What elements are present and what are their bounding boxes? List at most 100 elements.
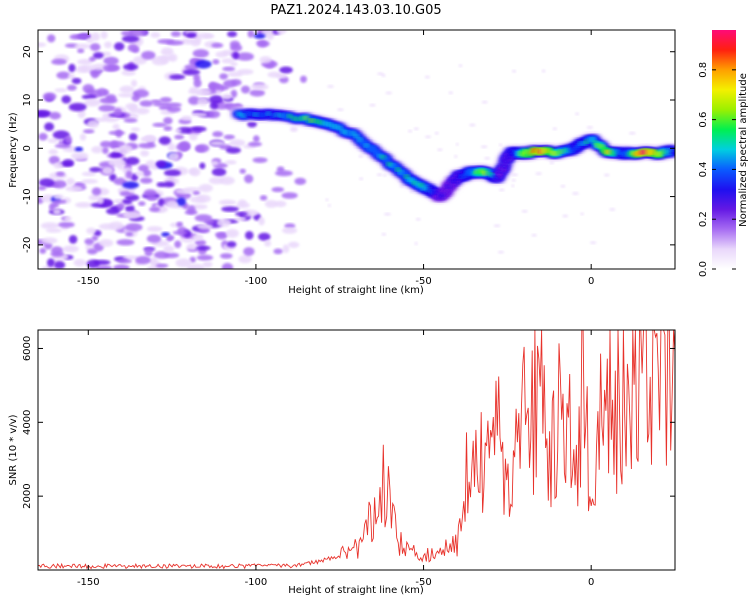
noise-blob [493, 224, 501, 228]
noise-blob [47, 138, 58, 144]
noise-blob [68, 63, 76, 73]
track-blob [494, 176, 501, 180]
noise-blob [127, 44, 139, 52]
noise-blob [122, 181, 140, 189]
noise-blob [196, 224, 213, 230]
noise-blob [174, 134, 185, 140]
noise-blob [97, 197, 104, 205]
noise-blob [211, 167, 227, 177]
noise-blob [166, 200, 179, 209]
track-blob [665, 151, 672, 155]
noise-blob [148, 206, 161, 212]
noise-blob [191, 204, 208, 210]
spectrogram-y-tick-label: 20 [22, 45, 33, 58]
noise-blob [176, 197, 187, 206]
noise-blob [250, 83, 269, 91]
noise-blob [424, 75, 430, 79]
noise-blob [541, 69, 546, 73]
noise-blob [157, 198, 165, 207]
noise-blob [239, 168, 246, 174]
colorbar-gradient [712, 30, 736, 269]
noise-blob [188, 96, 200, 105]
noise-blob [138, 164, 149, 172]
spectrogram-y-tick-label: -10 [22, 188, 33, 204]
spectrogram-frame [37, 29, 676, 270]
noise-blob [125, 103, 138, 110]
noise-blob [119, 144, 133, 154]
noise-blob [552, 127, 557, 131]
noise-blob [176, 142, 191, 152]
noise-blob [103, 56, 119, 66]
track-blob [236, 112, 242, 116]
track-blob [248, 112, 255, 116]
spectrogram-x-ticks: -150 -100 -50 0 [77, 30, 594, 287]
noise-blob [117, 258, 132, 264]
noise-blob [52, 208, 62, 215]
noise-blob [188, 89, 203, 95]
noise-blob [220, 253, 233, 259]
noise-blob [212, 131, 224, 138]
noise-blob [53, 194, 64, 200]
noise-blob [163, 245, 175, 253]
noise-blob [454, 155, 458, 159]
noise-blob [161, 232, 171, 237]
noise-blob [55, 171, 65, 177]
noise-blob [256, 39, 267, 47]
noise-blob [113, 147, 121, 153]
noise-blob [247, 141, 262, 147]
noise-blob [163, 252, 180, 259]
track-blob [598, 144, 605, 149]
noise-blob [103, 64, 119, 72]
noise-blob [64, 216, 72, 222]
noise-blob [414, 241, 418, 245]
noise-blob [216, 218, 232, 227]
noise-blob [194, 214, 213, 222]
noise-blob [284, 223, 296, 229]
noise-blob [91, 235, 99, 241]
noise-blob [549, 161, 555, 165]
noise-blob [628, 131, 636, 135]
noise-blob [113, 42, 125, 51]
noise-blob [498, 143, 503, 147]
noise-blob [86, 248, 98, 255]
noise-blob [198, 184, 213, 193]
noise-blob [434, 131, 439, 135]
noise-blob [125, 170, 133, 179]
noise-blob [174, 240, 182, 249]
noise-blob [152, 122, 167, 127]
snr-x-tick-label: -50 [415, 577, 431, 588]
snr-y-label: SNR (10 * v/v) [8, 414, 19, 485]
noise-blob [122, 211, 141, 219]
track-blob [244, 111, 251, 116]
noise-blob [163, 169, 181, 177]
noise-blob [123, 118, 138, 123]
noise-blob [139, 100, 153, 107]
noise-blob [259, 195, 268, 201]
noise-blob [221, 58, 235, 64]
noise-blob [45, 228, 62, 233]
noise-blob [221, 262, 234, 269]
noise-blob [437, 148, 443, 152]
noise-blob [74, 202, 92, 208]
noise-blob [273, 248, 283, 255]
noise-blob [135, 107, 150, 115]
noise-blob [125, 156, 140, 166]
noise-blob [572, 191, 579, 195]
noise-blob [337, 108, 344, 112]
noise-blob [193, 78, 202, 88]
track-blob [383, 157, 390, 162]
noise-blob [294, 177, 307, 185]
noise-blob [128, 30, 147, 37]
noise-blob [219, 176, 235, 185]
noise-blob [580, 212, 584, 216]
noise-blob [86, 227, 96, 235]
noise-blob [66, 177, 75, 186]
heatmap-signal-track [228, 107, 675, 203]
track-blob [501, 164, 507, 169]
noise-blob [94, 117, 106, 122]
noise-blob [511, 173, 519, 177]
spectrogram-y-ticks: -20 -10 0 10 20 [22, 45, 675, 253]
noise-blob [399, 184, 405, 188]
